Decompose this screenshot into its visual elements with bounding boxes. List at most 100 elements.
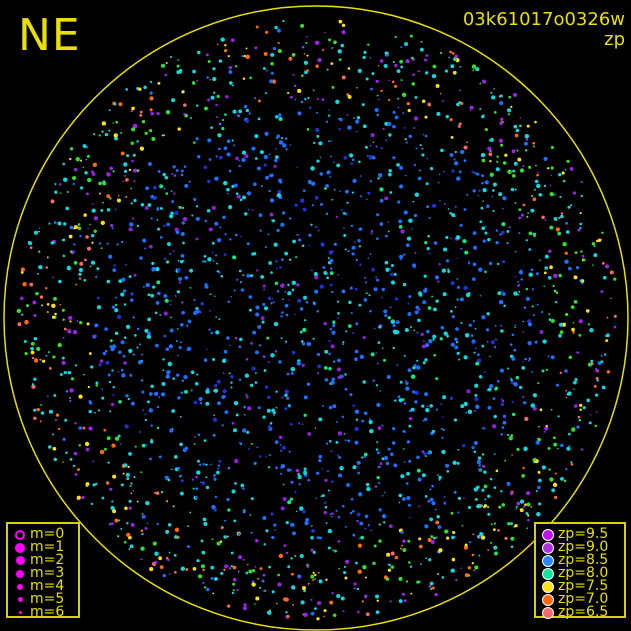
star-marker [165, 109, 171, 115]
star-marker [351, 252, 355, 256]
star-marker [162, 172, 166, 177]
star-marker [177, 396, 181, 400]
star-marker [349, 286, 353, 290]
star-marker [230, 565, 234, 568]
star-marker [394, 297, 399, 301]
star-marker [454, 536, 457, 538]
star-marker [428, 558, 432, 562]
star-marker [456, 256, 459, 259]
star-marker [99, 449, 105, 455]
star-marker [212, 259, 215, 262]
star-marker [78, 444, 82, 447]
star-marker [85, 447, 90, 452]
star-marker [95, 384, 99, 387]
star-marker [269, 198, 275, 203]
star-marker [182, 241, 185, 245]
star-marker [438, 478, 441, 481]
star-marker [274, 350, 278, 353]
zeropoint-color-icon [538, 567, 558, 580]
star-marker [202, 581, 205, 585]
star-marker [454, 205, 457, 208]
star-marker [165, 192, 169, 195]
star-marker [410, 592, 413, 595]
star-marker [139, 110, 143, 114]
star-marker [205, 401, 210, 406]
star-marker [443, 331, 448, 336]
star-marker [57, 221, 62, 226]
star-marker [416, 468, 421, 473]
star-marker [280, 136, 284, 140]
star-marker [190, 389, 193, 392]
star-marker [205, 389, 210, 394]
star-marker [466, 141, 468, 144]
star-marker [52, 355, 56, 359]
star-marker [112, 122, 115, 124]
star-marker [500, 324, 502, 327]
star-marker [38, 230, 40, 233]
star-marker [519, 385, 523, 390]
star-marker [262, 284, 266, 288]
star-marker [391, 80, 395, 84]
star-marker [588, 364, 591, 367]
star-marker [350, 312, 353, 315]
star-marker [363, 452, 368, 457]
star-marker [576, 351, 580, 354]
star-marker [364, 514, 369, 519]
star-marker [254, 46, 258, 50]
star-marker [473, 569, 475, 572]
star-marker [297, 234, 300, 236]
star-marker [209, 293, 212, 296]
star-marker [262, 415, 266, 419]
star-marker [544, 254, 549, 259]
star-marker [271, 408, 275, 413]
star-marker [239, 337, 243, 342]
star-marker [391, 441, 396, 445]
star-marker [522, 164, 525, 167]
star-marker [316, 536, 320, 540]
star-marker [86, 322, 90, 326]
star-marker [356, 512, 361, 517]
star-marker [275, 267, 278, 270]
star-marker [265, 455, 268, 458]
star-marker [381, 514, 387, 519]
star-marker [291, 288, 295, 292]
star-marker [335, 509, 338, 513]
star-marker [227, 508, 231, 512]
star-marker [384, 491, 386, 494]
star-marker [423, 452, 427, 457]
star-marker [493, 414, 497, 419]
star-marker [261, 185, 263, 187]
star-marker [401, 92, 407, 98]
star-marker [454, 337, 458, 342]
star-marker [351, 245, 356, 250]
star-marker [227, 54, 230, 58]
star-marker [355, 86, 358, 89]
star-marker [357, 569, 362, 574]
star-marker [106, 242, 109, 245]
star-marker [158, 556, 163, 561]
star-marker [489, 159, 492, 163]
star-marker [168, 213, 174, 219]
star-marker [445, 114, 450, 119]
star-marker [387, 316, 391, 320]
star-marker [369, 309, 372, 313]
star-marker [79, 320, 83, 325]
star-marker [322, 265, 326, 269]
star-marker [440, 148, 444, 153]
star-marker [213, 91, 216, 94]
star-marker [202, 517, 207, 522]
star-marker [130, 492, 132, 495]
star-marker [463, 145, 468, 150]
star-marker [255, 312, 260, 317]
star-marker [570, 461, 573, 464]
star-marker [472, 69, 475, 71]
star-marker [452, 460, 457, 465]
star-marker [346, 114, 349, 116]
star-marker [504, 536, 508, 540]
star-marker [265, 175, 270, 180]
star-marker [439, 200, 441, 202]
star-marker [301, 342, 306, 346]
star-marker [69, 157, 72, 161]
star-marker [288, 404, 291, 407]
star-marker [459, 223, 463, 227]
